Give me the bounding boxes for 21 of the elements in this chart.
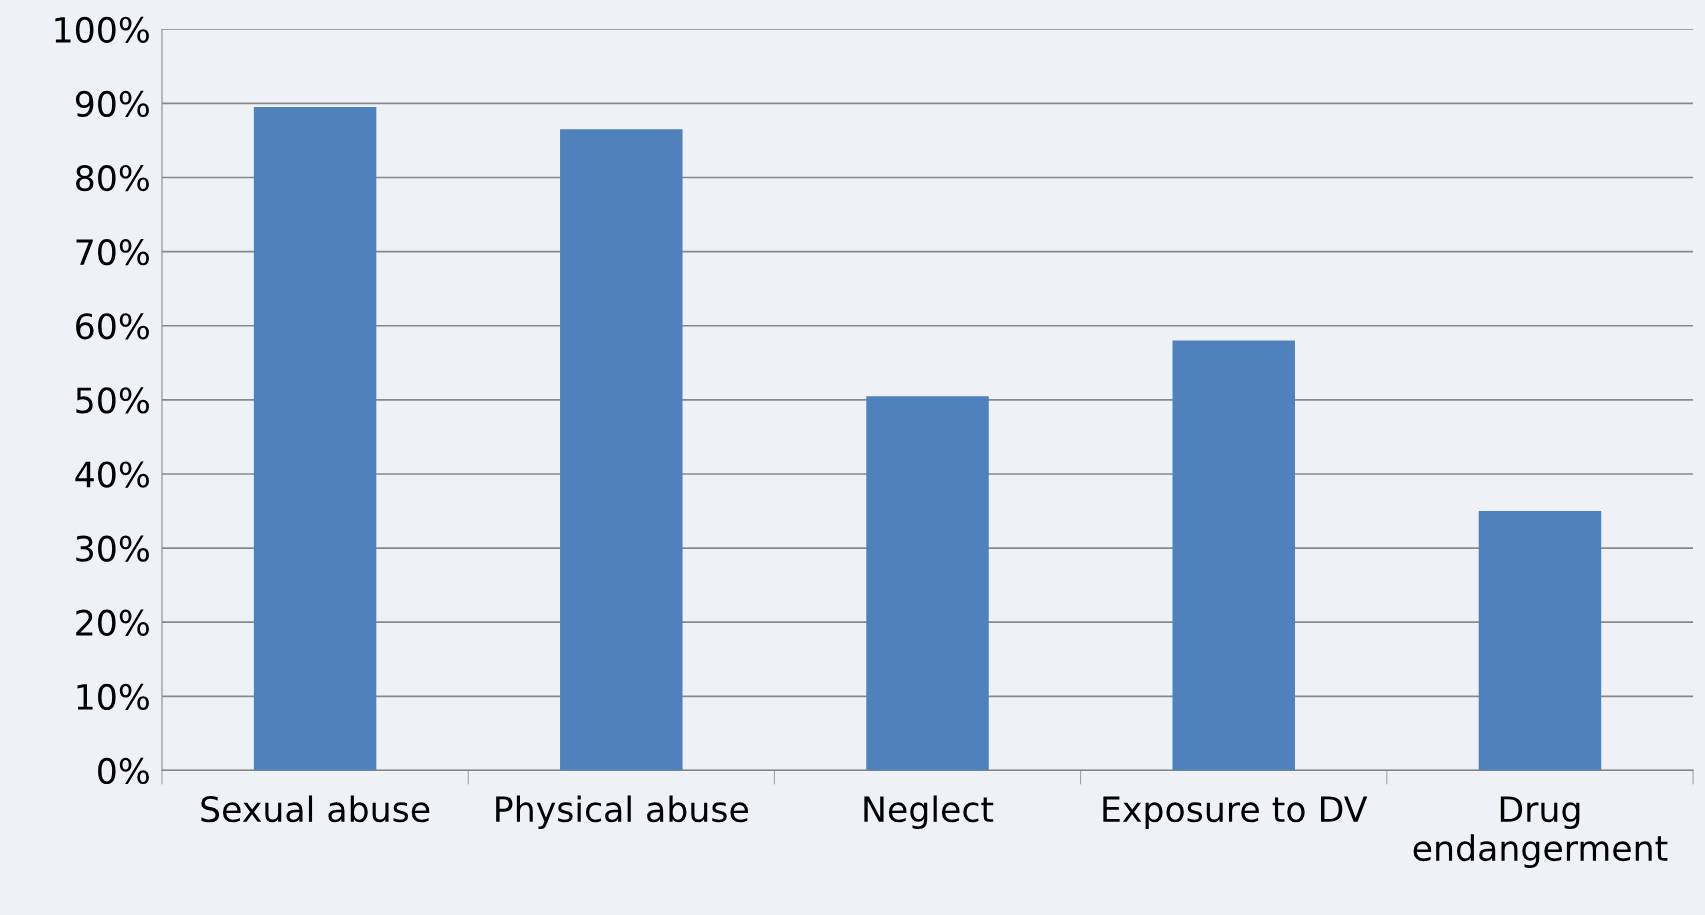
y-tick-label: 50% [76, 387, 149, 414]
y-tick-label: 100% [55, 16, 149, 43]
bar [1172, 340, 1295, 771]
y-tick-label: 0% [98, 757, 149, 785]
y-tick-label: 10% [77, 683, 149, 710]
y-tick-label: 70% [76, 239, 149, 266]
x-tick-label: Exposure to DV [1103, 796, 1368, 830]
bar [253, 107, 377, 771]
y-tick-label: 40% [75, 461, 149, 488]
y-tick-label: 80% [76, 164, 149, 192]
y-tick-label: 30% [76, 535, 149, 562]
y-tick-label: 60% [76, 313, 149, 340]
y-tick-label: 20% [76, 609, 149, 636]
bar [560, 129, 683, 771]
y-tick-label: 90% [75, 90, 149, 118]
x-tick-label: Drug endangerment [1413, 796, 1668, 868]
x-tick-label: Neglect [864, 795, 994, 830]
bar [866, 396, 989, 771]
bar [1478, 511, 1602, 771]
x-tick-label: Physical abuse [496, 795, 748, 830]
x-tick-label: Sexual abuse [201, 795, 430, 823]
